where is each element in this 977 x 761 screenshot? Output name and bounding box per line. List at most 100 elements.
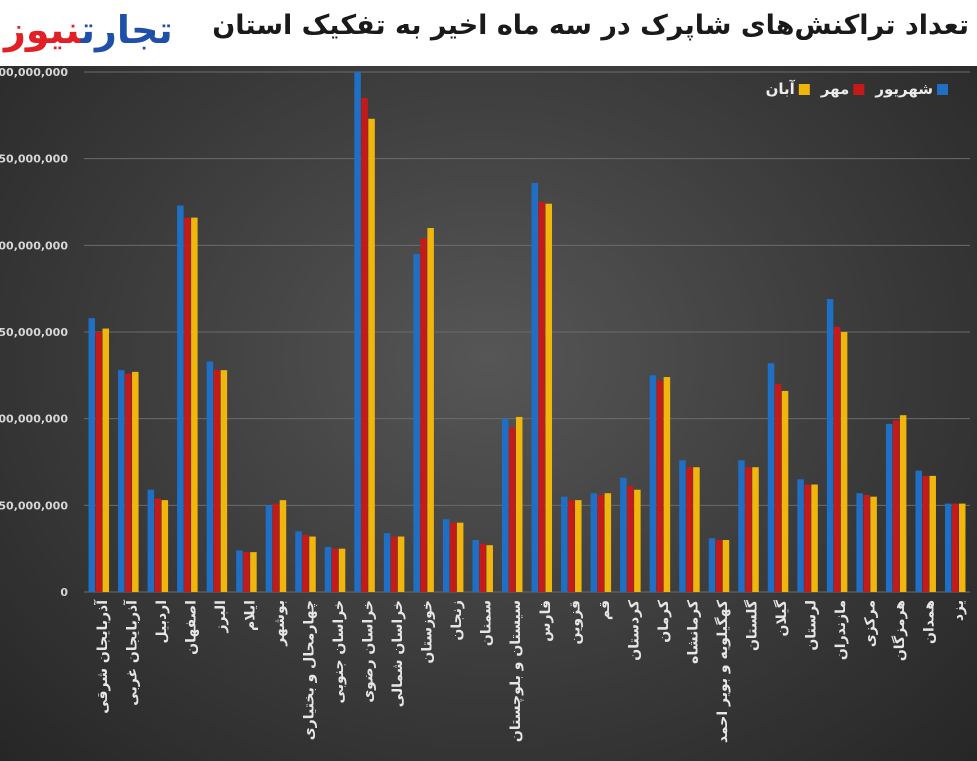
- bar: [236, 550, 243, 592]
- legend-swatch: [937, 84, 948, 95]
- grid-layer: [84, 71, 970, 593]
- bar: [309, 536, 316, 592]
- bar: [708, 538, 716, 592]
- x-tick-label: فارس: [538, 600, 554, 642]
- bar: [922, 475, 929, 592]
- bar: [531, 182, 539, 592]
- bar: [590, 493, 598, 592]
- chart-panel: 0 50,000,000 100,000,000 150,000,000 200,000…: [0, 66, 977, 761]
- x-tick-label: خراسان شمالی: [390, 600, 406, 707]
- bar: [338, 548, 346, 592]
- bar: [863, 494, 870, 592]
- bar: [561, 496, 568, 592]
- bar: [383, 533, 391, 592]
- bars-layer: [88, 72, 966, 593]
- bar: [191, 217, 198, 592]
- bar: [604, 493, 612, 592]
- y-tick-label: 250,000,000: [0, 153, 68, 166]
- bar: [797, 479, 804, 592]
- bar: [397, 536, 405, 592]
- x-tick-label: زنجان: [449, 600, 465, 641]
- bar: [324, 546, 332, 592]
- bar: [154, 498, 162, 592]
- x-tick-label: مرکزی: [863, 600, 879, 647]
- bar: [272, 503, 280, 592]
- bar: [951, 503, 959, 592]
- x-tick-label: کهگیلویه و بویر احمد: [714, 599, 731, 743]
- bar: [634, 489, 641, 592]
- bar: [177, 205, 184, 592]
- bar: [663, 377, 671, 592]
- bar: [833, 326, 841, 592]
- bar: [915, 470, 922, 592]
- bar: [722, 540, 730, 592]
- bar: [840, 332, 848, 592]
- bar: [944, 503, 952, 592]
- x-tick-label: خوزستان: [420, 600, 436, 664]
- x-tick-label: آذربایجان شرقی: [93, 599, 111, 714]
- x-axis: آذربایجان شرقی آذربایجان غربی اردبیل اصفهان…: [93, 599, 967, 743]
- x-tick-label: لرستان: [804, 600, 820, 651]
- x-tick-label: کرمانشاه: [685, 599, 701, 664]
- x-tick-label: آذربایجان غربی: [122, 599, 140, 706]
- bar: [767, 363, 775, 592]
- bar: [538, 202, 546, 592]
- bar: [899, 415, 907, 592]
- bar: [147, 489, 155, 592]
- bar: [420, 238, 427, 592]
- bar: [125, 373, 132, 592]
- x-tick-label: خراسان رضوی: [361, 600, 377, 703]
- legend-label: آبان: [766, 80, 796, 98]
- bar: [102, 328, 110, 592]
- legend-label: مهر: [820, 80, 850, 98]
- bar: [486, 545, 493, 592]
- bar: [427, 228, 434, 592]
- bar: [568, 500, 575, 592]
- chart-title: تعداد تراکنش‌های شاپرک در سه ماه اخیر به…: [212, 10, 969, 41]
- logo-part-a: تجارت: [80, 8, 174, 52]
- x-tick-label: قزوین: [567, 600, 583, 644]
- bar: [118, 370, 125, 592]
- bar: [656, 380, 664, 592]
- bar: [686, 467, 693, 592]
- y-tick-label: 150,000,000: [0, 326, 68, 339]
- bar: [870, 496, 877, 592]
- bar: [811, 484, 818, 592]
- bar: [472, 540, 479, 592]
- x-tick-label: قم: [597, 600, 613, 620]
- bar: [892, 420, 900, 592]
- bar: [575, 500, 582, 592]
- bar: [390, 536, 398, 592]
- x-tick-label: اردبیل: [154, 600, 170, 644]
- bar: [715, 540, 723, 592]
- x-tick-label: هرمزگان: [891, 600, 908, 661]
- bar: [449, 522, 457, 592]
- x-tick-label: چهارمحال و بختیاری: [302, 600, 318, 740]
- x-tick-label: البرز: [213, 600, 229, 634]
- y-tick-label: 100,000,000: [0, 413, 68, 426]
- x-tick-label: کردستان: [626, 599, 642, 661]
- bar: [738, 460, 745, 592]
- bar: [361, 98, 368, 592]
- legend-label: شهریور: [874, 80, 933, 98]
- y-tick-label: 200,000,000: [0, 239, 68, 252]
- y-tick-label: 50,000,000: [0, 499, 68, 512]
- bar: [295, 531, 302, 592]
- bar: [649, 375, 657, 592]
- bar: [826, 299, 834, 592]
- bar: [265, 505, 273, 592]
- x-tick-label: سیستان و بلوچستان: [508, 600, 524, 742]
- x-tick-label: گلستان: [744, 599, 761, 651]
- bar: [958, 503, 966, 592]
- header: تجارتنیوز تعداد تراکنش‌های شاپرک در سه م…: [0, 0, 977, 66]
- bar: [250, 552, 257, 592]
- bar: [781, 390, 789, 592]
- bar: [331, 548, 339, 592]
- x-tick-label: گیلان: [773, 599, 790, 636]
- bar: [243, 552, 250, 592]
- bar: [479, 543, 486, 592]
- bar: [413, 254, 420, 592]
- bar: [220, 370, 228, 592]
- x-tick-label: یزد: [951, 600, 967, 621]
- bar: [545, 203, 553, 592]
